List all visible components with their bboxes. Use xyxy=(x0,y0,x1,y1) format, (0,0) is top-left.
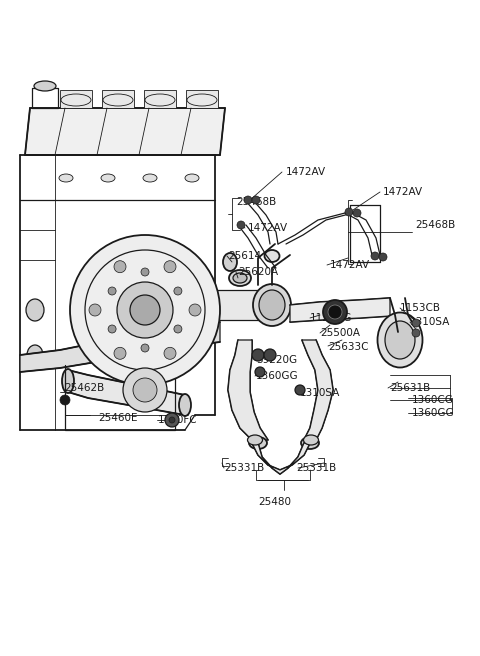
Ellipse shape xyxy=(27,345,43,365)
Ellipse shape xyxy=(59,174,73,182)
Circle shape xyxy=(108,325,116,333)
Circle shape xyxy=(189,304,201,316)
Circle shape xyxy=(123,368,167,412)
Text: 1310SA: 1310SA xyxy=(410,317,450,327)
Ellipse shape xyxy=(233,273,247,283)
Circle shape xyxy=(244,196,252,204)
Bar xyxy=(102,90,134,108)
Circle shape xyxy=(353,209,361,217)
Text: 25331B: 25331B xyxy=(296,463,336,473)
Bar xyxy=(144,90,176,108)
Circle shape xyxy=(130,295,160,325)
Text: 1472AV: 1472AV xyxy=(286,167,326,177)
Circle shape xyxy=(164,260,176,273)
Polygon shape xyxy=(302,340,333,440)
Circle shape xyxy=(264,349,276,361)
Circle shape xyxy=(345,208,353,216)
Text: 25631B: 25631B xyxy=(390,383,430,393)
Ellipse shape xyxy=(185,174,199,182)
Polygon shape xyxy=(228,340,268,440)
Ellipse shape xyxy=(385,321,415,359)
Circle shape xyxy=(371,252,379,260)
Circle shape xyxy=(255,367,265,377)
Text: 25480: 25480 xyxy=(258,497,291,507)
Ellipse shape xyxy=(145,94,175,106)
Text: 39220G: 39220G xyxy=(256,355,297,365)
Ellipse shape xyxy=(101,174,115,182)
Bar xyxy=(215,290,265,320)
Ellipse shape xyxy=(249,437,267,449)
Circle shape xyxy=(141,344,149,352)
Circle shape xyxy=(117,282,173,338)
Ellipse shape xyxy=(248,435,263,445)
Ellipse shape xyxy=(377,312,422,367)
Ellipse shape xyxy=(62,369,74,393)
Circle shape xyxy=(295,385,305,395)
Text: 1472AV: 1472AV xyxy=(383,187,423,197)
Text: 1472AV: 1472AV xyxy=(248,223,288,233)
Circle shape xyxy=(114,347,126,359)
Circle shape xyxy=(412,319,420,327)
Text: 1360GG: 1360GG xyxy=(412,408,455,418)
Ellipse shape xyxy=(253,284,291,326)
Circle shape xyxy=(252,196,260,204)
Polygon shape xyxy=(252,443,310,474)
Circle shape xyxy=(328,305,342,319)
Circle shape xyxy=(70,235,220,385)
Text: 1310SA: 1310SA xyxy=(300,388,340,398)
Ellipse shape xyxy=(143,174,157,182)
Polygon shape xyxy=(290,298,390,322)
Ellipse shape xyxy=(303,435,319,445)
Ellipse shape xyxy=(301,437,319,449)
Ellipse shape xyxy=(61,94,91,106)
Circle shape xyxy=(174,287,182,295)
Ellipse shape xyxy=(187,94,217,106)
Text: 1360GG: 1360GG xyxy=(256,371,299,381)
Text: 25633C: 25633C xyxy=(328,342,369,352)
Text: 25614: 25614 xyxy=(228,251,261,261)
Bar xyxy=(186,90,218,108)
Circle shape xyxy=(323,300,347,324)
Circle shape xyxy=(89,304,101,316)
Circle shape xyxy=(133,378,157,402)
Text: 1153CB: 1153CB xyxy=(400,303,441,313)
Circle shape xyxy=(108,287,116,295)
Circle shape xyxy=(412,329,420,337)
Circle shape xyxy=(169,417,175,423)
Text: 25620A: 25620A xyxy=(238,267,278,277)
Text: 25331B: 25331B xyxy=(224,463,264,473)
Ellipse shape xyxy=(223,253,237,271)
Circle shape xyxy=(252,349,264,361)
Circle shape xyxy=(165,413,179,427)
Ellipse shape xyxy=(259,290,285,320)
Circle shape xyxy=(114,260,126,273)
Text: 1472AV: 1472AV xyxy=(330,260,370,270)
Text: 1123HG: 1123HG xyxy=(310,313,352,323)
Ellipse shape xyxy=(34,81,56,91)
Text: 1360CG: 1360CG xyxy=(412,395,454,405)
Ellipse shape xyxy=(179,394,191,416)
Circle shape xyxy=(379,253,387,261)
Polygon shape xyxy=(68,370,185,415)
Bar xyxy=(60,90,92,108)
Circle shape xyxy=(141,268,149,276)
Text: 25468B: 25468B xyxy=(236,197,276,207)
Circle shape xyxy=(174,325,182,333)
Circle shape xyxy=(164,347,176,359)
Ellipse shape xyxy=(26,299,44,321)
Text: 25460E: 25460E xyxy=(98,413,137,423)
Polygon shape xyxy=(25,108,225,155)
Circle shape xyxy=(60,395,70,405)
Ellipse shape xyxy=(229,270,251,286)
Polygon shape xyxy=(20,322,220,372)
Ellipse shape xyxy=(264,250,279,262)
Text: 1140FC: 1140FC xyxy=(158,415,198,425)
Text: 25468B: 25468B xyxy=(415,220,455,230)
Text: 25500A: 25500A xyxy=(320,328,360,338)
Ellipse shape xyxy=(103,94,133,106)
Circle shape xyxy=(237,221,245,229)
Text: 25462B: 25462B xyxy=(64,383,104,393)
